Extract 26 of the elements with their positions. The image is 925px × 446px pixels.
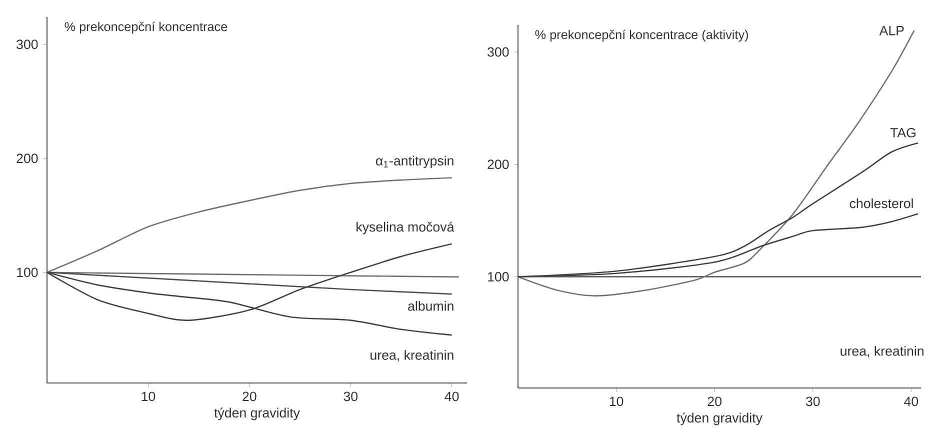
series-label: TAG — [890, 128, 916, 138]
y-tick-label: 200 — [16, 154, 38, 164]
series-label: α$_{1}$-antitrypsin — [376, 156, 454, 168]
x-tick-label: 10 — [610, 396, 624, 406]
y-tick-label: 100 — [488, 272, 509, 282]
x-tick-label: 40 — [444, 392, 459, 402]
x-axis-title: týden gravidity — [676, 412, 762, 426]
series-label: ALP — [879, 26, 904, 36]
y-axis-title: % prekoncepční koncentrace — [64, 22, 228, 34]
x-tick-label: 20 — [242, 392, 256, 402]
x-tick-label: 40 — [904, 396, 918, 406]
series-label: albumin — [408, 300, 454, 311]
y-tick-label: 100 — [17, 268, 38, 278]
x-tick-label: 20 — [708, 396, 722, 406]
x-tick-label: 30 — [806, 396, 820, 406]
series-label: urea, kreatinin — [370, 350, 454, 362]
series-label: cholesterol — [850, 198, 913, 208]
x-axis-title: týden gravidity — [214, 408, 300, 420]
y-tick-label: 200 — [488, 160, 509, 170]
y-tick-label: 300 — [16, 40, 38, 50]
x-tick-label: 10 — [142, 392, 156, 402]
annotation: urea, kreatinin — [840, 346, 924, 358]
y-tick-label: 300 — [488, 47, 509, 57]
series-label: kyselina močová — [356, 222, 454, 234]
x-tick-label: 30 — [344, 392, 358, 402]
y-axis-title: % prekoncepční koncentrace (aktivity) — [535, 30, 748, 42]
